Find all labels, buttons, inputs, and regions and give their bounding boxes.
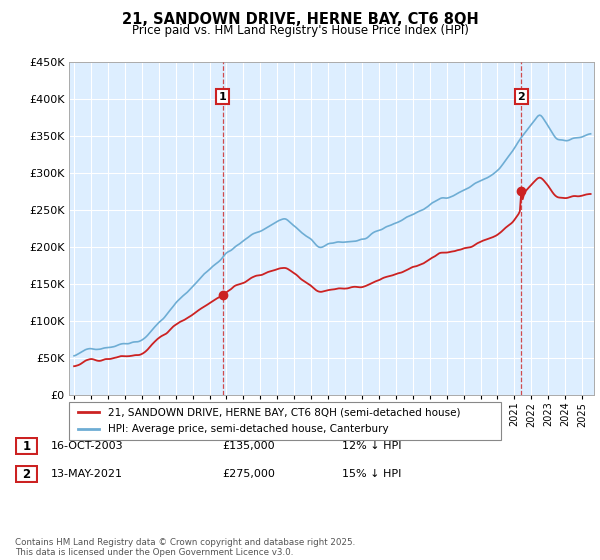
- FancyBboxPatch shape: [16, 466, 37, 482]
- Text: HPI: Average price, semi-detached house, Canterbury: HPI: Average price, semi-detached house,…: [108, 424, 389, 434]
- Text: 16-OCT-2003: 16-OCT-2003: [51, 441, 124, 451]
- Text: 13-MAY-2021: 13-MAY-2021: [51, 469, 123, 479]
- Text: Price paid vs. HM Land Registry's House Price Index (HPI): Price paid vs. HM Land Registry's House …: [131, 24, 469, 37]
- Text: 21, SANDOWN DRIVE, HERNE BAY, CT6 8QH: 21, SANDOWN DRIVE, HERNE BAY, CT6 8QH: [122, 12, 478, 27]
- Text: 2: 2: [22, 468, 31, 480]
- FancyBboxPatch shape: [16, 438, 37, 454]
- Text: 15% ↓ HPI: 15% ↓ HPI: [342, 469, 401, 479]
- Text: 1: 1: [219, 92, 227, 101]
- Text: £275,000: £275,000: [222, 469, 275, 479]
- Text: £135,000: £135,000: [222, 441, 275, 451]
- Text: 1: 1: [22, 440, 31, 452]
- FancyBboxPatch shape: [69, 402, 501, 440]
- Text: 2: 2: [517, 92, 525, 101]
- Text: Contains HM Land Registry data © Crown copyright and database right 2025.
This d: Contains HM Land Registry data © Crown c…: [15, 538, 355, 557]
- Text: 21, SANDOWN DRIVE, HERNE BAY, CT6 8QH (semi-detached house): 21, SANDOWN DRIVE, HERNE BAY, CT6 8QH (s…: [108, 407, 460, 417]
- Text: 12% ↓ HPI: 12% ↓ HPI: [342, 441, 401, 451]
